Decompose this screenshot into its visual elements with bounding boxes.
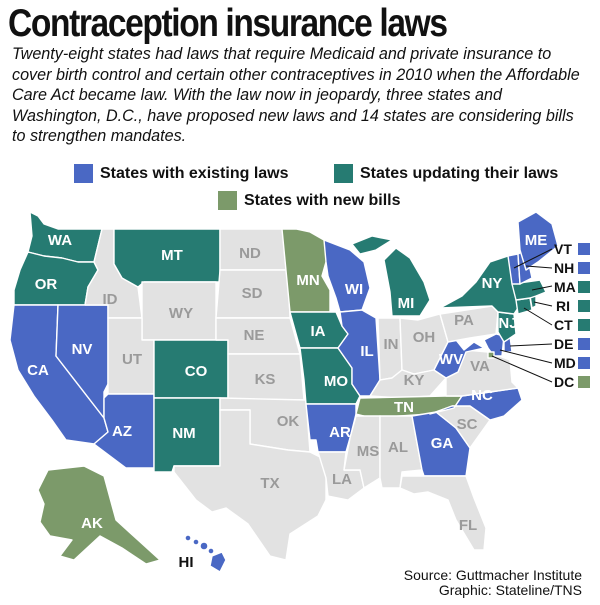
state-AK <box>37 465 161 565</box>
state-MS <box>343 415 381 489</box>
label-VA: VA <box>470 358 490 375</box>
state-MI <box>351 235 431 317</box>
label-NY: NY <box>482 275 503 292</box>
label-WV: WV <box>439 351 463 368</box>
label-OH: OH <box>413 329 436 346</box>
label-IN: IN <box>384 336 399 353</box>
side-swatch-DE <box>578 338 590 350</box>
side-swatch-DC <box>578 376 590 388</box>
label-IA: IA <box>311 323 326 340</box>
side-swatch-VT <box>578 243 590 255</box>
state-NC <box>429 387 523 421</box>
label-LA: LA <box>332 471 352 488</box>
label-ME: ME <box>525 232 548 249</box>
side-label-RI: RI <box>556 298 570 314</box>
label-AK: AK <box>81 515 103 532</box>
label-TN: TN <box>394 399 414 416</box>
label-GA: GA <box>431 435 454 452</box>
side-swatch-RI <box>578 300 590 312</box>
label-FL: FL <box>459 517 477 534</box>
label-NV: NV <box>72 341 93 358</box>
legend-swatch-new <box>218 191 237 210</box>
graphic-credit-line: Graphic: Stateline/TNS <box>438 582 582 598</box>
label-MI: MI <box>398 295 415 312</box>
label-KY: KY <box>404 372 425 389</box>
source-credit: Source: Guttmacher Institute Graphic: St… <box>404 568 582 598</box>
label-PA: PA <box>454 312 474 329</box>
label-MO: MO <box>324 373 348 390</box>
label-NE: NE <box>244 327 265 344</box>
side-swatch-CT <box>578 319 590 331</box>
state-NY <box>439 255 519 315</box>
side-label-NH: NH <box>554 260 574 276</box>
side-label-DE: DE <box>554 336 573 352</box>
label-KS: KS <box>255 371 276 388</box>
side-label-DC: DC <box>554 374 574 390</box>
label-SD: SD <box>242 285 263 302</box>
callout-lines <box>491 248 553 383</box>
label-NC: NC <box>471 387 493 404</box>
state-FL <box>399 475 487 551</box>
side-legend: VT NH MA RI CT DE MD DC <box>554 241 590 390</box>
label-OR: OR <box>35 276 58 293</box>
label-OK: OK <box>277 413 300 430</box>
label-MS: MS <box>357 443 380 460</box>
side-swatch-MD <box>578 357 590 369</box>
label-MT: MT <box>161 247 183 264</box>
label-NM: NM <box>172 425 195 442</box>
state-ME <box>517 211 559 271</box>
label-AR: AR <box>329 424 351 441</box>
side-label-MD: MD <box>554 355 576 371</box>
state-MA <box>511 279 547 301</box>
legend-item-updating: States updating their laws <box>334 164 558 183</box>
source-line: Source: Guttmacher Institute <box>403 567 582 583</box>
label-WI: WI <box>345 281 363 298</box>
label-NJ: NJ <box>498 315 517 332</box>
state-HI <box>184 534 227 573</box>
label-CO: CO <box>185 363 208 380</box>
side-swatch-MA <box>578 281 590 293</box>
label-SC: SC <box>457 416 478 433</box>
state-TX <box>173 409 327 561</box>
state-MD <box>483 333 505 357</box>
legend-item-new: States with new bills <box>218 191 400 210</box>
state-IL <box>337 309 381 397</box>
page-subtitle: Twenty-eight states had laws that requir… <box>12 44 580 145</box>
label-WY: WY <box>169 305 193 322</box>
label-AL: AL <box>388 439 408 456</box>
label-ND: ND <box>239 245 261 262</box>
page-title: Contraception insurance laws <box>8 2 448 45</box>
side-label-VT: VT <box>554 241 572 257</box>
label-AZ: AZ <box>112 423 132 440</box>
label-TX: TX <box>260 475 279 492</box>
legend-label-existing: States with existing laws <box>100 164 289 182</box>
label-CA: CA <box>27 362 49 379</box>
legend-swatch-updating <box>334 164 353 183</box>
label-MN: MN <box>296 272 319 289</box>
legend-swatch-existing <box>74 164 93 183</box>
label-IL: IL <box>360 343 373 360</box>
side-label-CT: CT <box>554 317 573 333</box>
side-swatch-NH <box>578 262 590 274</box>
legend-label-new: States with new bills <box>244 191 401 209</box>
label-HI: HI <box>179 554 194 571</box>
label-WA: WA <box>48 232 72 249</box>
label-UT: UT <box>122 351 142 368</box>
legend-label-updating: States updating their laws <box>360 164 559 182</box>
side-label-MA: MA <box>554 279 576 295</box>
label-ID: ID <box>103 291 118 308</box>
legend-item-existing: States with existing laws <box>74 164 289 183</box>
